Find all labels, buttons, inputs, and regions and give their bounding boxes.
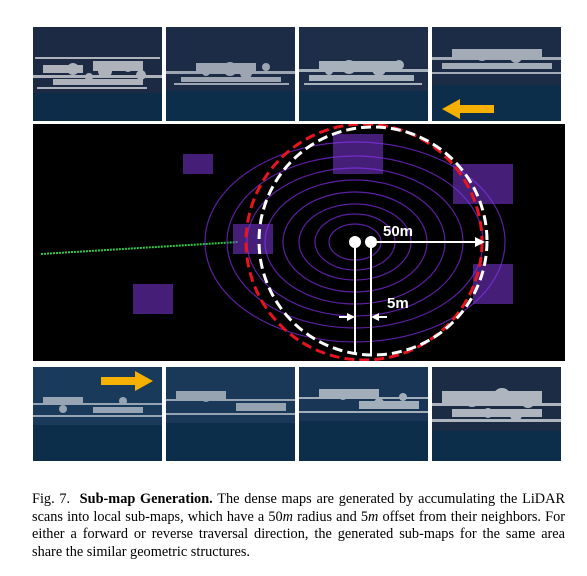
point-cloud-image — [299, 27, 428, 121]
point-cloud-image — [33, 27, 162, 121]
top-submap-2 — [166, 27, 295, 121]
caption-text-2: radius and — [293, 509, 361, 525]
lidar-birdseye-view: 50m 5m — [33, 124, 565, 361]
figure-caption: Fig. 7. Sub-map Generation. The dense ma… — [32, 491, 565, 561]
top-submap-4 — [432, 27, 561, 121]
top-submap-3 — [299, 27, 428, 121]
point-cloud-image — [299, 367, 428, 461]
radius-unit: m — [283, 509, 293, 525]
point-cloud-image — [33, 367, 162, 461]
top-submap-1 — [33, 27, 162, 121]
offset-value: 5 — [361, 509, 368, 525]
point-cloud-image — [166, 367, 295, 461]
bottom-submap-3 — [299, 367, 428, 461]
radius-label: 50m — [383, 223, 413, 240]
lidar-submap-visualization: 50m 5m — [33, 124, 565, 361]
point-cloud-image — [432, 367, 561, 461]
figure-title: Sub-map Generation. — [80, 491, 213, 507]
offset-unit: m — [368, 509, 378, 525]
figure-number: Fig. 7. — [32, 491, 70, 507]
point-cloud-image — [432, 27, 561, 121]
radius-value: 50 — [268, 509, 282, 525]
bottom-submap-2 — [166, 367, 295, 461]
bottom-submap-1 — [33, 367, 162, 461]
bottom-submap-4 — [432, 367, 561, 461]
point-cloud-image — [166, 27, 295, 121]
offset-label: 5m — [387, 295, 409, 312]
